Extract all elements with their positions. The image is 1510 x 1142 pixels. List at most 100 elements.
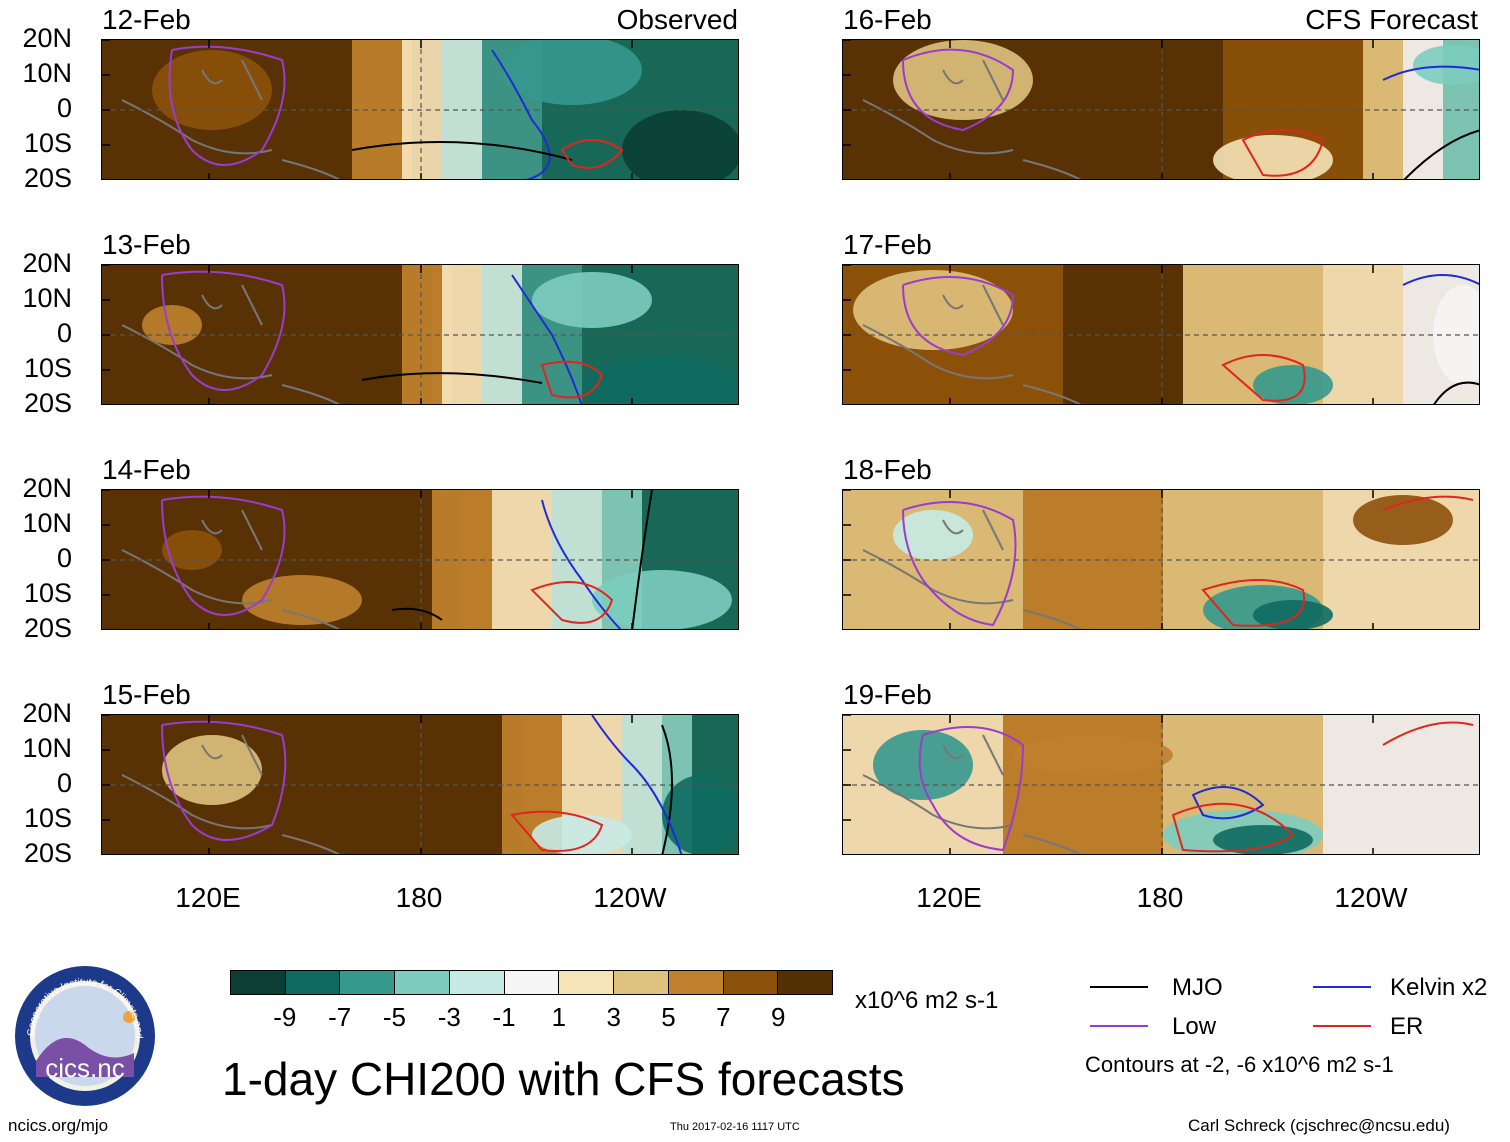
y-tick-label: 10S [23, 578, 72, 608]
wave-contour [1382, 65, 1479, 81]
wave-contour [902, 501, 1017, 627]
colorbar-swatch [231, 971, 286, 994]
anomaly-band [1023, 490, 1163, 629]
coastline [121, 284, 341, 404]
map-svg [843, 265, 1479, 404]
legend-line-kelvin [1313, 986, 1371, 988]
date-label: 12-Feb [102, 4, 191, 35]
y-tick-label: 0 [56, 543, 72, 573]
wave-contour [902, 48, 1015, 132]
map-panel [101, 714, 739, 855]
coastline [862, 59, 1082, 179]
units-label: x10^6 m2 s-1 [855, 987, 999, 1014]
colorbar-tick: -3 [437, 1002, 461, 1032]
wave-contour [1403, 129, 1479, 179]
wave-contour [661, 724, 673, 854]
colorbar [230, 970, 833, 995]
date-label: 13-Feb [102, 229, 191, 260]
wave-contour [1191, 786, 1265, 820]
footer-link[interactable]: ncics.org/mjo [8, 1116, 109, 1135]
date-label: 15-Feb [102, 679, 191, 710]
anomaly-blob [162, 530, 222, 570]
wave-contour [351, 141, 573, 161]
y-tick-label: 20S [23, 388, 72, 418]
map-panel [842, 39, 1480, 180]
map-panel [101, 489, 739, 630]
wave-contour [391, 607, 443, 621]
map-svg [102, 490, 738, 629]
y-tick-label: 20N [22, 248, 72, 278]
legend-label: MJO [1172, 974, 1223, 1001]
colorbar-swatch [449, 971, 505, 994]
legend-line-low [1090, 1025, 1148, 1027]
x-tick-label: 120W [593, 882, 667, 913]
coastline [121, 59, 341, 179]
anomaly-blob [853, 270, 1013, 350]
wave-contour [591, 715, 683, 854]
map-svg [102, 40, 738, 179]
map-panel [842, 714, 1480, 855]
wave-contour [1201, 579, 1306, 627]
wave-contour [560, 139, 624, 169]
forecast-label: CFS Forecast [1305, 4, 1478, 35]
anomaly-blob [1213, 825, 1313, 854]
map-panel [101, 39, 739, 180]
anomaly-blob [1253, 365, 1333, 404]
wave-contour [161, 720, 287, 841]
colorbar-swatch [395, 971, 450, 994]
x-tick-label: 120W [1334, 882, 1408, 913]
anomaly-blob [893, 510, 973, 560]
legend-line-er [1313, 1025, 1371, 1027]
anomaly-band [1323, 265, 1403, 404]
contours-note: Contours at -2, -6 x10^6 m2 s-1 [1085, 1052, 1394, 1077]
map-panel [842, 264, 1480, 405]
anomaly-blob [622, 110, 738, 179]
colorbar-swatch [504, 971, 560, 994]
map-svg [843, 715, 1479, 854]
y-tick-label: 20N [22, 698, 72, 728]
anomaly-blob [873, 730, 973, 800]
y-tick-label: 10S [23, 128, 72, 158]
coastline [862, 509, 1082, 629]
cics-logo: Cooperative Institute for Climate and Sa… [11, 957, 156, 1107]
map-svg [843, 40, 1479, 179]
legend-line-mjo [1090, 986, 1148, 988]
map-panel [101, 264, 739, 405]
date-label: 17-Feb [843, 229, 932, 260]
anomaly-blob [532, 272, 652, 328]
colorbar-swatch [285, 971, 341, 994]
wave-contour [361, 372, 543, 384]
colorbar-tick: 1 [551, 1002, 567, 1032]
y-tick-label: 0 [56, 768, 72, 798]
y-tick-label: 20S [23, 163, 72, 193]
y-tick-label: 20S [23, 838, 72, 868]
x-tick-label: 120E [916, 882, 982, 913]
colorbar-tick: -5 [382, 1002, 407, 1032]
anomaly-blob [1413, 45, 1479, 85]
wave-contour [161, 270, 286, 391]
colorbar-tick: -1 [492, 1002, 516, 1032]
footer-author: Carl Schreck (cjschrec@ncsu.edu) [1188, 1116, 1450, 1135]
wave-contour [168, 45, 286, 166]
legend-label: ER [1390, 1013, 1424, 1040]
wave-contour [902, 276, 1015, 357]
y-tick-label: 10S [23, 803, 72, 833]
y-tick-label: 10N [22, 733, 72, 763]
y-tick-label: 10S [23, 353, 72, 383]
anomaly-blob [592, 570, 732, 629]
anomaly-band [552, 490, 602, 629]
colorbar-tick: 5 [661, 1002, 676, 1032]
y-tick-label: 10N [22, 283, 72, 313]
colorbar-tick: -7 [328, 1002, 352, 1032]
x-tick-label: 180 [395, 882, 443, 913]
anomaly-blob [1213, 135, 1333, 179]
wave-contour [510, 810, 604, 852]
colorbar-swatch [723, 971, 779, 994]
anomaly-blob [532, 815, 632, 854]
wave-contour [1221, 354, 1306, 402]
map-panel [842, 489, 1480, 630]
date-label: 14-Feb [102, 454, 191, 485]
wave-contour [491, 49, 551, 179]
colorbar-swatch [668, 971, 724, 994]
colorbar-tick: -9 [273, 1002, 297, 1032]
